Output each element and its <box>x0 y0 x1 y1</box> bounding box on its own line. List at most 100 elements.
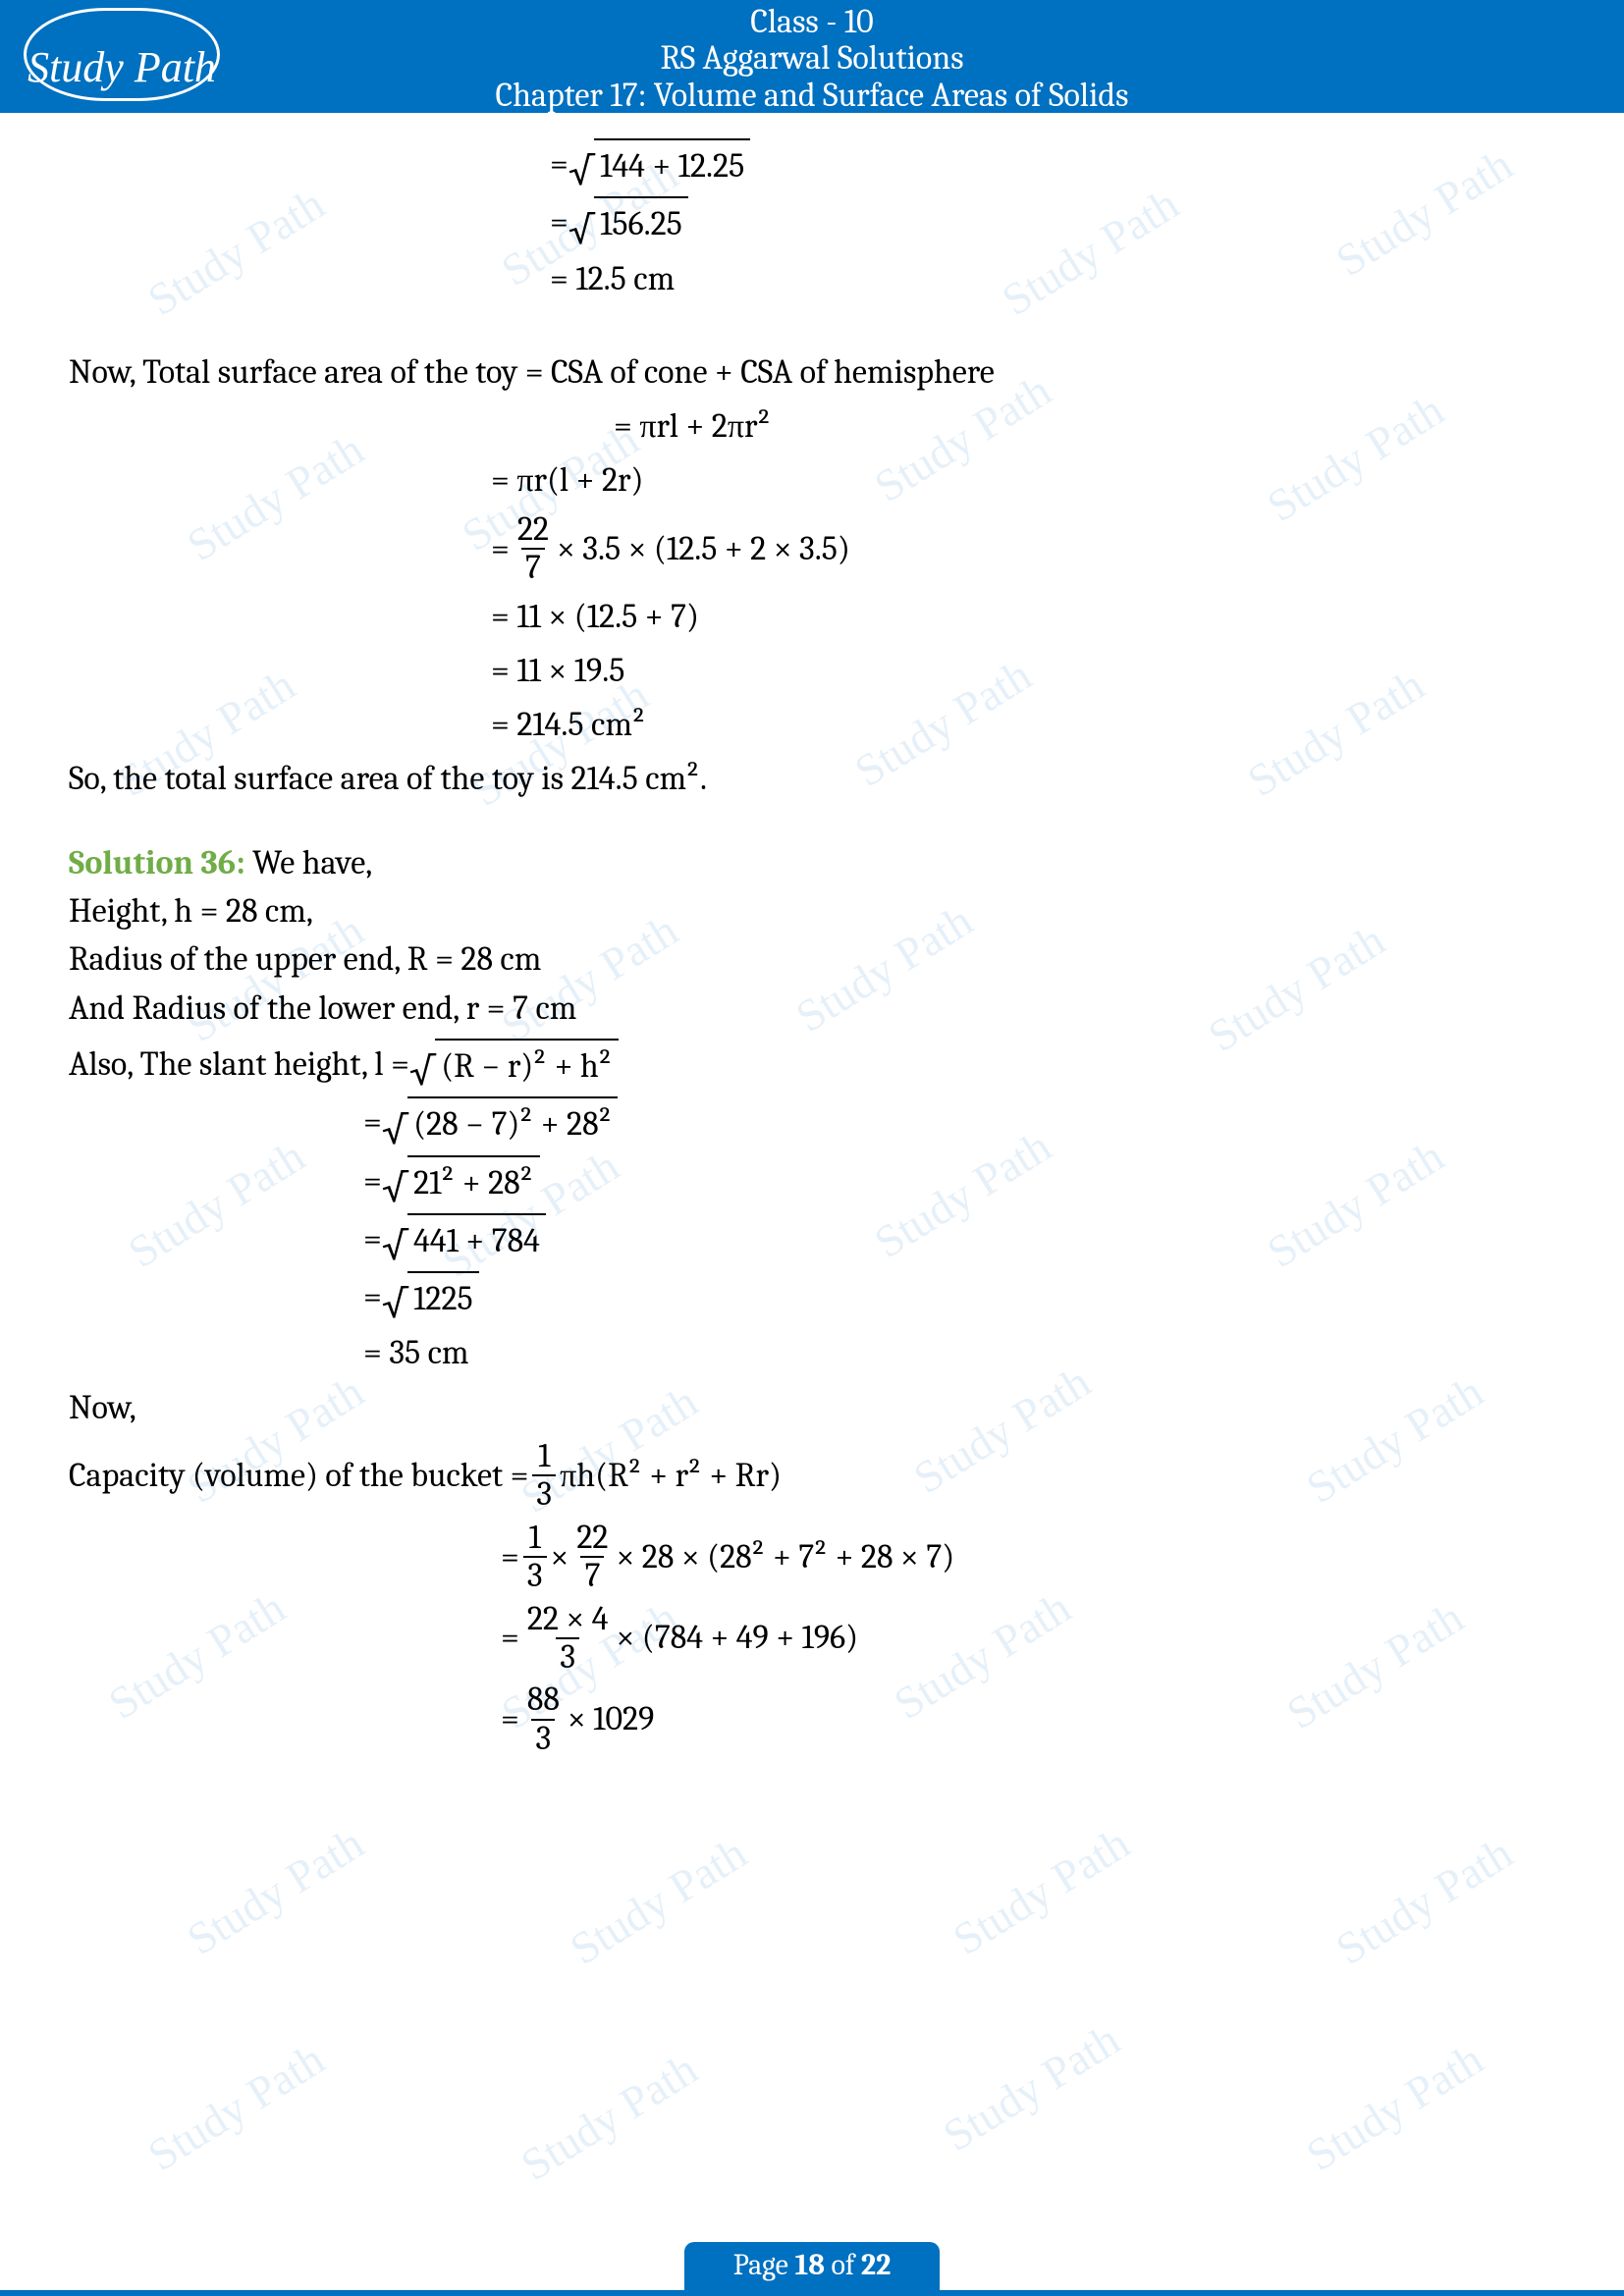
sol36-c2: = 13 × 227 × 28 × (28² + 7² + 28 × 7) <box>69 1520 1555 1595</box>
sqrt-icon: √21² + 28² <box>382 1155 540 1207</box>
sol36-s2: = √21² + 28² <box>69 1155 1555 1207</box>
expr-tail: × 3.5 × (12.5 + 2 × 3.5) <box>557 525 850 573</box>
watermark-text: Study Path <box>944 1817 1138 1965</box>
header-chapter: Chapter 17: Volume and Surface Areas of … <box>0 78 1624 114</box>
fraction: 227 <box>572 1520 612 1595</box>
frac-num: 88 <box>523 1682 564 1718</box>
cap-label: Capacity (volume) of the bucket = <box>69 1452 528 1500</box>
slant-label: Also, The slant height, l = <box>69 1041 409 1089</box>
sqrt-icon: √144 + 12.25 <box>568 138 750 190</box>
footer-pager: Page 18 of 22 <box>684 2242 940 2290</box>
sol36-now: Now, <box>69 1384 1555 1432</box>
eq-sign: = <box>363 1215 382 1263</box>
sqrt-icon: √1225 <box>382 1271 479 1323</box>
calc1-line2: = √156.25 <box>69 196 1555 248</box>
sqrt-body: (R − r)² + h² <box>435 1039 618 1091</box>
solution-label: Solution 36: <box>69 843 245 882</box>
frac-den: 3 <box>523 1556 547 1594</box>
sol36-c3: = 22 × 43 × (784 + 49 + 196) <box>69 1601 1555 1677</box>
watermark-text: Study Path <box>1297 2033 1491 2181</box>
sqrt-icon: √156.25 <box>568 196 688 248</box>
calc1-line1: = √144 + 12.25 <box>69 138 1555 190</box>
sol36-s3: = √441 + 784 <box>69 1213 1555 1265</box>
frac-den: 3 <box>556 1637 579 1676</box>
tsa-conclusion: So, the total surface area of the toy is… <box>69 755 1555 803</box>
fraction: 13 <box>523 1520 547 1595</box>
footer-pre: Page <box>733 2248 795 2282</box>
logo-text: Study Path <box>27 42 216 92</box>
sqrt-body: (28 − 7)² + 28² <box>407 1096 618 1148</box>
header-class: Class - 10 <box>0 4 1624 40</box>
frac-num: 1 <box>534 1438 554 1474</box>
watermark-text: Study Path <box>934 2013 1128 2162</box>
tsa-e4: = 11 × (12.5 + 7) <box>69 593 1555 641</box>
cap-body: πh(R² + r² + Rr) <box>560 1452 782 1500</box>
sqrt-icon: √441 + 784 <box>382 1213 546 1265</box>
footer-current: 18 <box>794 2248 824 2282</box>
sqrt-body: 1225 <box>407 1271 479 1323</box>
logo-oval: Study Path <box>24 8 220 101</box>
fraction: 13 <box>532 1438 556 1514</box>
tsa-e3: = 227 × 3.5 × (12.5 + 2 × 3.5) <box>69 511 1555 587</box>
eq-sign: = <box>501 1695 519 1743</box>
frac-num: 22 <box>572 1520 612 1556</box>
expr-tail: × 1029 <box>568 1695 655 1743</box>
frac-den: 3 <box>531 1719 555 1757</box>
sol36-heading: Solution 36: We have, <box>69 839 1555 887</box>
sol36-height: Height, h = 28 cm, <box>69 887 1555 935</box>
eq-sign: = <box>501 1533 519 1581</box>
expr-tail: × 28 × (28² + 7² + 28 × 7) <box>616 1533 954 1581</box>
times: × <box>551 1533 569 1581</box>
sqrt-icon: √(R − r)² + h² <box>409 1039 619 1091</box>
header-book: RS Aggarwal Solutions <box>0 40 1624 77</box>
sqrt-icon: √(28 − 7)² + 28² <box>382 1096 619 1148</box>
frac-den: 7 <box>521 548 545 586</box>
sol36-capacity: Capacity (volume) of the bucket = 13 πh(… <box>69 1438 1555 1514</box>
footer-line <box>0 2290 1624 2296</box>
sol36-intro: We have, <box>245 843 373 882</box>
tsa-e6: = 214.5 cm² <box>69 701 1555 749</box>
watermark-text: Study Path <box>512 2043 706 2191</box>
frac-num: 22 × 4 <box>523 1601 613 1637</box>
header-band: Study Path Class - 10 RS Aggarwal Soluti… <box>0 0 1624 113</box>
eq-sign: = <box>363 1273 382 1321</box>
footer-band: Page 18 of 22 <box>0 2242 1624 2296</box>
tsa-e5: = 11 × 19.5 <box>69 647 1555 695</box>
watermark-text: Study Path <box>178 1817 372 1965</box>
sol36-slant: Also, The slant height, l = √(R − r)² + … <box>69 1039 1555 1091</box>
sqrt-body: 21² + 28² <box>407 1155 539 1207</box>
sqrt-body: 144 + 12.25 <box>594 138 750 190</box>
sol36-s1: = √(28 − 7)² + 28² <box>69 1096 1555 1148</box>
eq-sign: = <box>491 525 510 573</box>
frac-den: 3 <box>532 1474 556 1513</box>
footer-total: 22 <box>861 2248 891 2282</box>
calc1-line3: = 12.5 cm <box>69 255 1555 303</box>
watermark-text: Study Path <box>1326 1827 1521 1975</box>
sol36-s4: = √1225 <box>69 1271 1555 1323</box>
footer-mid: of <box>825 2248 861 2282</box>
tsa-e1: = πrl + 2πr² <box>69 402 1555 451</box>
fraction: 883 <box>523 1682 564 1757</box>
eq-sign: = <box>363 1157 382 1205</box>
sol36-radius-lower: And Radius of the lower end, r = 7 cm <box>69 985 1555 1033</box>
eq-sign: = <box>501 1614 519 1662</box>
expr-tail: × (784 + 49 + 196) <box>616 1614 858 1662</box>
sqrt-body: 441 + 784 <box>407 1213 546 1265</box>
fraction: 22 × 43 <box>523 1601 613 1677</box>
content-area: = √144 + 12.25 = √156.25 = 12.5 cm Now, … <box>0 113 1624 1757</box>
tsa-e2: = πr(l + 2r) <box>69 456 1555 505</box>
watermark-text: Study Path <box>561 1827 755 1975</box>
sol36-radius-upper: Radius of the upper end, R = 28 cm <box>69 935 1555 984</box>
sol36-s5: = 35 cm <box>69 1329 1555 1377</box>
frac-num: 1 <box>525 1520 545 1556</box>
sol36-c4: = 883 × 1029 <box>69 1682 1555 1757</box>
logo: Study Path <box>24 8 220 101</box>
eq-sign: = <box>363 1098 382 1147</box>
fraction: 227 <box>514 511 553 587</box>
sqrt-body: 156.25 <box>594 196 688 248</box>
frac-den: 7 <box>580 1556 604 1594</box>
eq-sign: = <box>550 140 568 188</box>
eq-sign: = <box>550 198 568 246</box>
watermark-text: Study Path <box>138 2033 333 2181</box>
frac-num: 22 <box>514 511 553 548</box>
